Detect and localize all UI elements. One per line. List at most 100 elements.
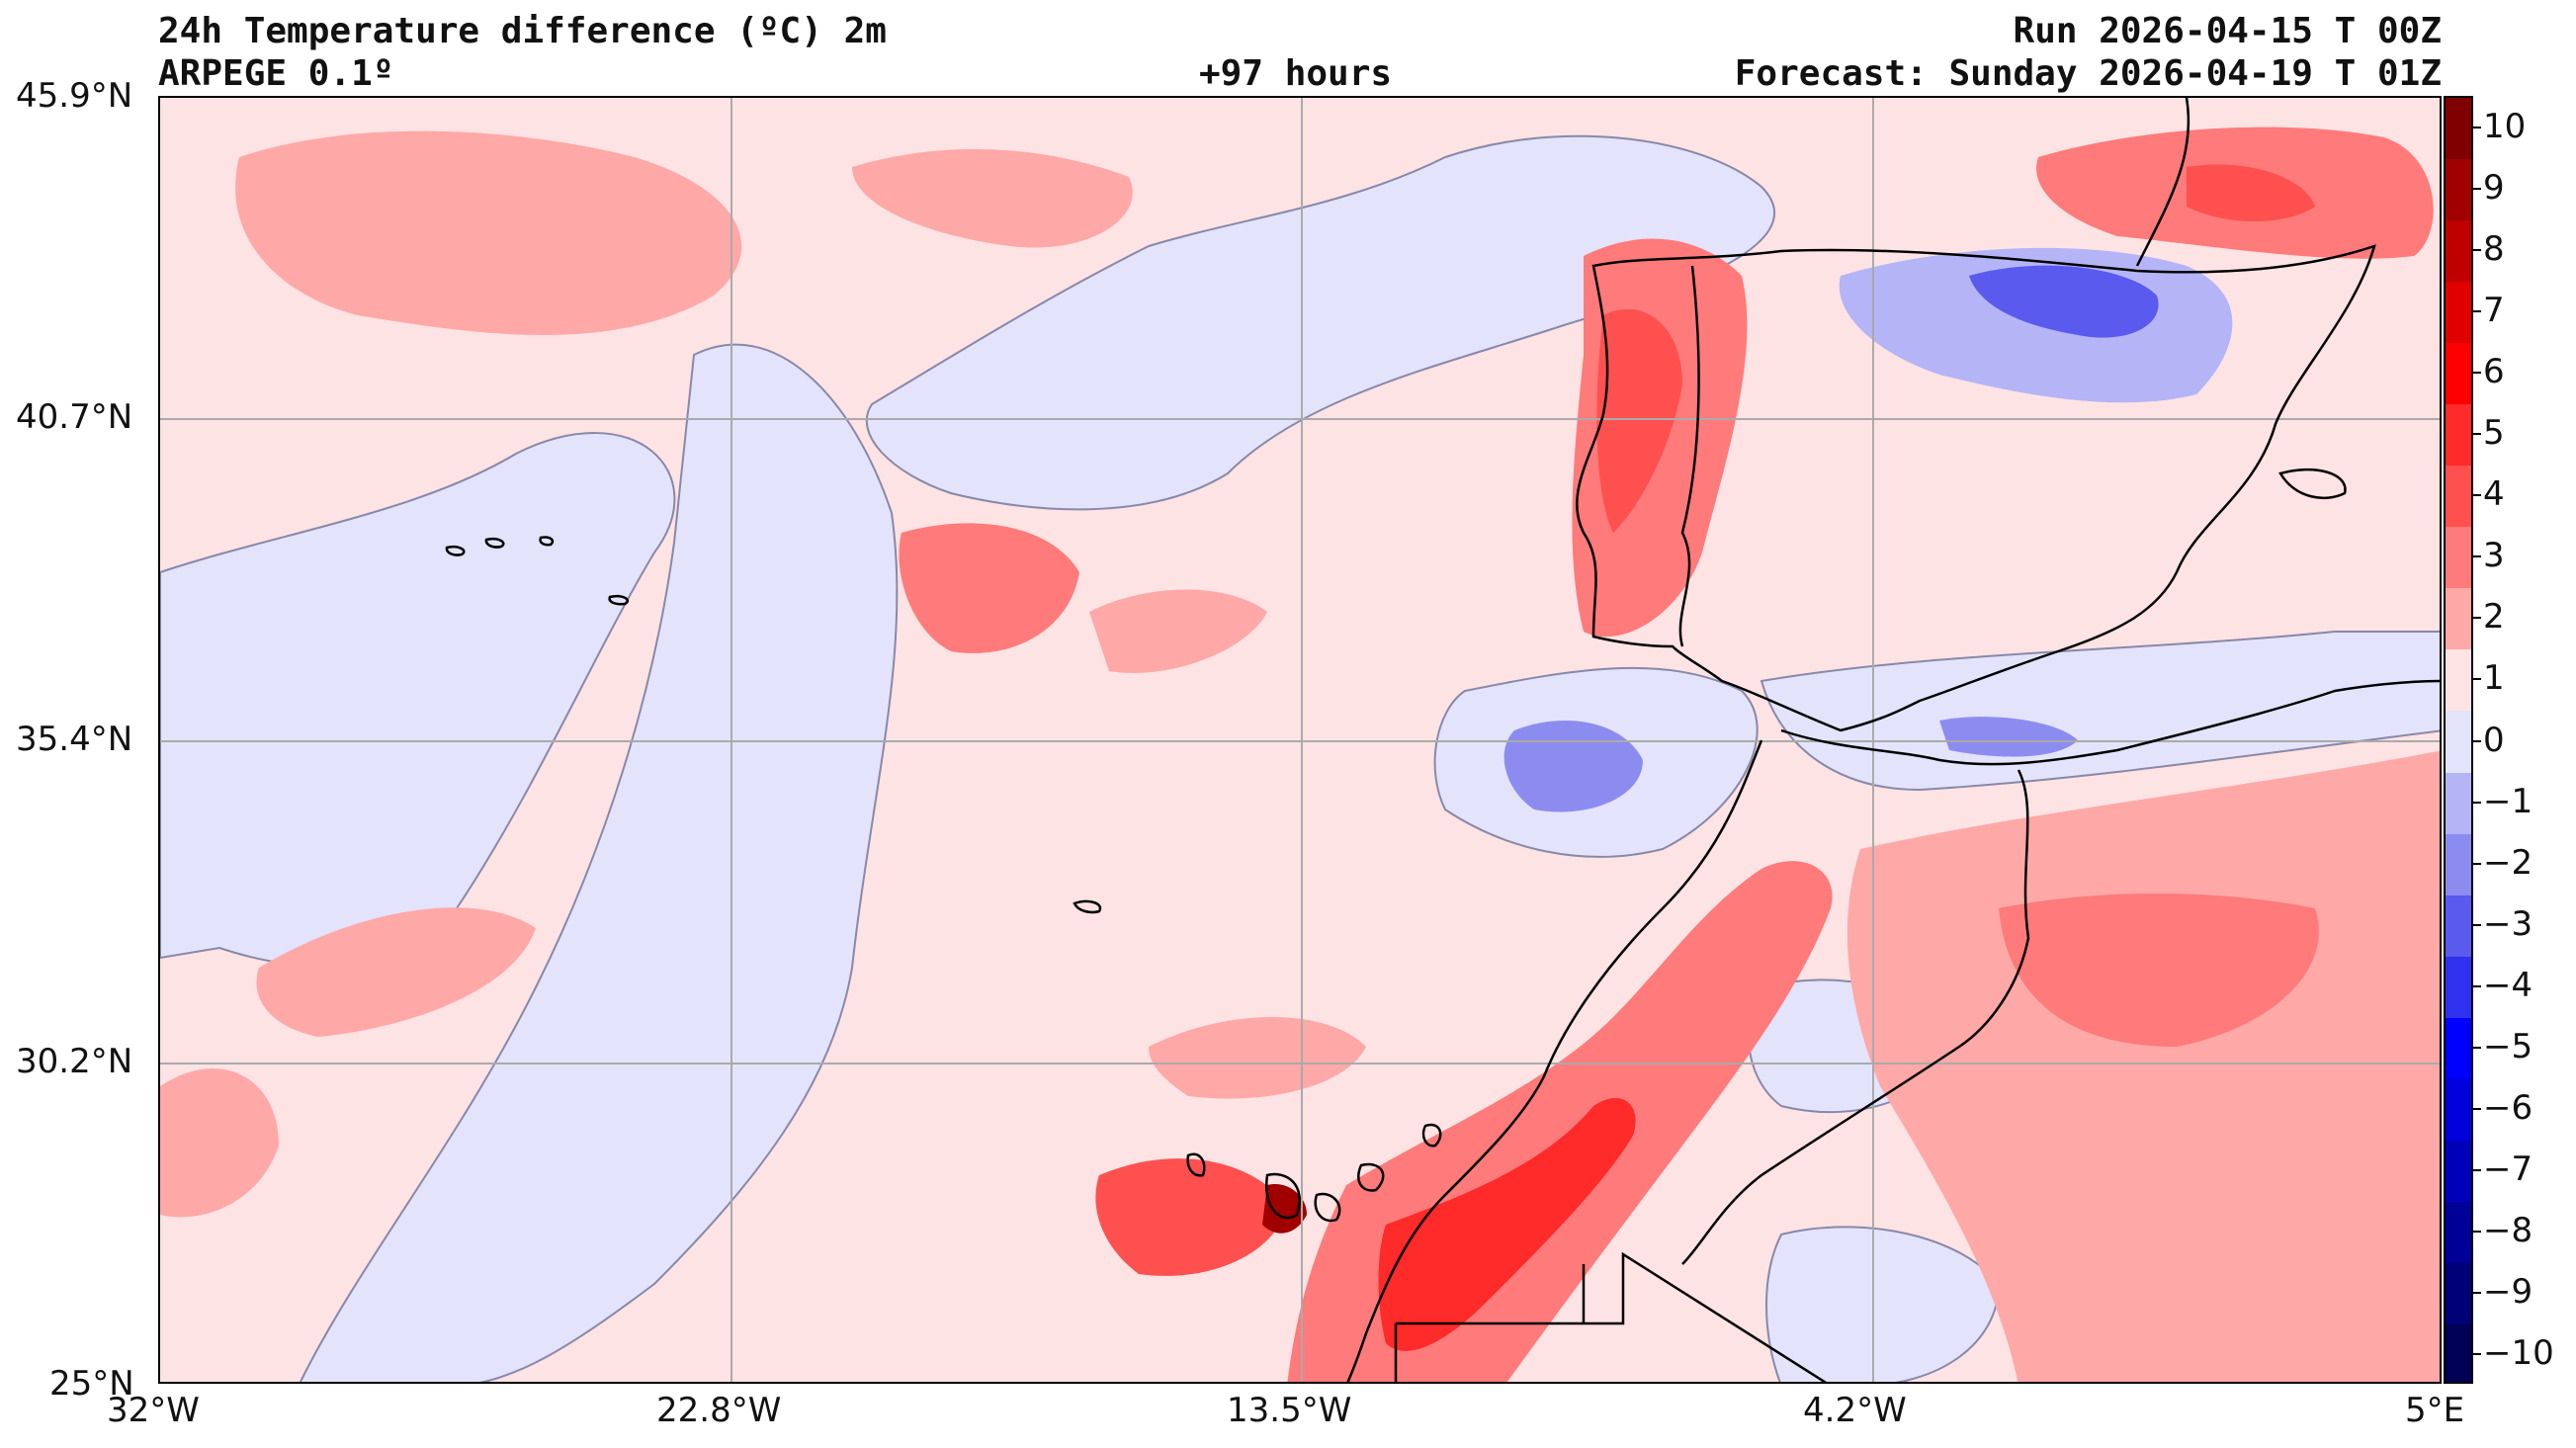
colorbar-segment bbox=[2446, 1140, 2471, 1203]
colorbar-tick-mark bbox=[2473, 310, 2481, 313]
island-canary-1 bbox=[1264, 1172, 1301, 1220]
cool-zone-north bbox=[865, 134, 1776, 511]
warm-zone-canary bbox=[1095, 1158, 1287, 1276]
island-azores-3 bbox=[539, 536, 555, 547]
colorbar-segment bbox=[2446, 404, 2471, 468]
colorbar-segment bbox=[2446, 343, 2471, 406]
lat-label: 45.9°N bbox=[16, 76, 133, 116]
colorbar-segment bbox=[2446, 588, 2471, 651]
colorbar-segment bbox=[2446, 1262, 2471, 1325]
colorbar-tick-label: −2 bbox=[2483, 842, 2533, 883]
island-canary-3 bbox=[1186, 1152, 1206, 1177]
colorbar-tick-mark bbox=[2473, 1230, 2481, 1233]
colorbar-tick-label: 6 bbox=[2483, 352, 2505, 392]
cool-zone-iberia-north-core bbox=[1969, 265, 2159, 338]
cool-zone-alboran-core bbox=[1939, 717, 2078, 757]
warm-zone-iberia-core bbox=[1596, 308, 1682, 533]
lon-label: 4.2°W bbox=[1803, 1391, 1907, 1430]
lead-time-label: +97 hours bbox=[1199, 53, 1393, 94]
colorbar-tick-label: 4 bbox=[2483, 474, 2505, 515]
warm-zone-west-atlantic-south bbox=[160, 1068, 279, 1218]
cool-zone-alboran bbox=[1760, 631, 2440, 792]
forecast-label: Forecast: Sunday 2026-04-19 T 01Z bbox=[1734, 53, 2442, 94]
island-azores-2 bbox=[484, 538, 505, 549]
warm-zone-west-atlantic bbox=[256, 907, 536, 1037]
colorbar-tick-mark bbox=[2473, 1046, 2481, 1049]
colorbar-tick-mark bbox=[2473, 372, 2481, 375]
cool-zone-sahara-south bbox=[1765, 1226, 2001, 1382]
colorbar-tick-mark bbox=[2473, 1107, 2481, 1110]
colorbar-segment bbox=[2446, 1201, 2471, 1264]
lat-label: 25°N bbox=[49, 1364, 134, 1404]
colorbar-segment bbox=[2446, 711, 2471, 774]
colorbar-tick-mark bbox=[2473, 249, 2481, 252]
island-madeira bbox=[1073, 899, 1102, 914]
lat-label: 40.7°N bbox=[16, 397, 133, 437]
warm-zone-mid-atlantic-2 bbox=[1089, 589, 1267, 673]
warm-zone-ocean-south bbox=[1149, 1017, 1366, 1099]
colorbar-tick-mark bbox=[2473, 923, 2481, 926]
colorbar-segment bbox=[2446, 1017, 2471, 1080]
coastline-france bbox=[2135, 98, 2190, 267]
island-azores-4 bbox=[608, 595, 630, 606]
temperature-difference-map bbox=[158, 96, 2442, 1384]
colorbar-tick-label: −5 bbox=[2483, 1026, 2533, 1066]
colorbar-segment bbox=[2446, 466, 2471, 529]
island-azores-1 bbox=[445, 546, 466, 556]
colorbar-tick-label: −6 bbox=[2483, 1087, 2533, 1128]
colorbar-tick-label: 10 bbox=[2483, 107, 2527, 147]
colorbar-tick-mark bbox=[2473, 862, 2481, 865]
colorbar-segment bbox=[2446, 833, 2471, 896]
border-western-sahara bbox=[1394, 1251, 1828, 1382]
colorbar-tick-mark bbox=[2473, 127, 2481, 129]
colorbar-segment bbox=[2446, 956, 2471, 1019]
colorbar-segment bbox=[2446, 98, 2471, 161]
colorbar-segment bbox=[2446, 772, 2471, 835]
colorbar-tick-label: 3 bbox=[2483, 536, 2505, 576]
colorbar-tick-label: −7 bbox=[2483, 1149, 2533, 1189]
warm-zone-africa-coast-core bbox=[1378, 1097, 1636, 1351]
colorbar-tick-label: 8 bbox=[2483, 229, 2505, 270]
colorbar-segment bbox=[2446, 527, 2471, 590]
lat-label: 35.4°N bbox=[16, 720, 133, 759]
lon-label: 32°W bbox=[107, 1391, 200, 1430]
colorbar-segment bbox=[2446, 894, 2471, 958]
colorbar-tick-mark bbox=[2473, 433, 2481, 436]
colorbar-tick-label: −9 bbox=[2483, 1271, 2533, 1312]
colorbar-tick-label: −10 bbox=[2483, 1332, 2554, 1373]
border-morocco-algeria bbox=[1681, 769, 2030, 1265]
colorbar-tick-mark bbox=[2473, 984, 2481, 987]
warm-zone-canary-core bbox=[1262, 1184, 1307, 1234]
colorbar-tick-mark bbox=[2473, 801, 2481, 804]
colorbar bbox=[2444, 96, 2473, 1384]
colorbar-tick-label: 1 bbox=[2483, 658, 2505, 699]
island-canary-5 bbox=[1421, 1123, 1442, 1148]
coastlines bbox=[445, 98, 2440, 1382]
lon-label: 22.8°W bbox=[656, 1391, 782, 1430]
lon-label: 5°E bbox=[2405, 1391, 2465, 1430]
cool-zone-atlantic-center bbox=[299, 343, 899, 1382]
colorbar-tick-label: 9 bbox=[2483, 168, 2505, 209]
colorbar-tick-label: −3 bbox=[2483, 903, 2533, 944]
island-canary-4 bbox=[1357, 1162, 1385, 1192]
colorbar-segment bbox=[2446, 649, 2471, 713]
model-label: ARPEGE 0.1º bbox=[158, 53, 394, 94]
colorbar-tick-mark bbox=[2473, 739, 2481, 742]
colorbar-segment bbox=[2446, 1078, 2471, 1142]
colorbar-tick-label: 5 bbox=[2483, 413, 2505, 454]
island-balearic bbox=[2278, 468, 2347, 500]
colorbar-tick-mark bbox=[2473, 1291, 2481, 1294]
colorbar-tick-label: 7 bbox=[2483, 291, 2505, 331]
warm-zone-sahara-core bbox=[1999, 894, 2319, 1047]
lat-label: 30.2°N bbox=[16, 1042, 133, 1081]
map-field bbox=[160, 98, 2440, 1382]
colorbar-tick-mark bbox=[2473, 494, 2481, 497]
warm-zone-iberia-east-core bbox=[2187, 164, 2315, 221]
warm-zone-north-atlantic bbox=[235, 130, 742, 335]
warm-zone-mid-atlantic bbox=[899, 523, 1079, 653]
colorbar-tick-mark bbox=[2473, 1352, 2481, 1355]
coastline-africa bbox=[1346, 679, 2440, 1382]
island-canary-2 bbox=[1314, 1192, 1341, 1223]
colorbar-tick-label: −8 bbox=[2483, 1210, 2533, 1250]
cool-zone-gibraltar-core bbox=[1503, 721, 1643, 812]
